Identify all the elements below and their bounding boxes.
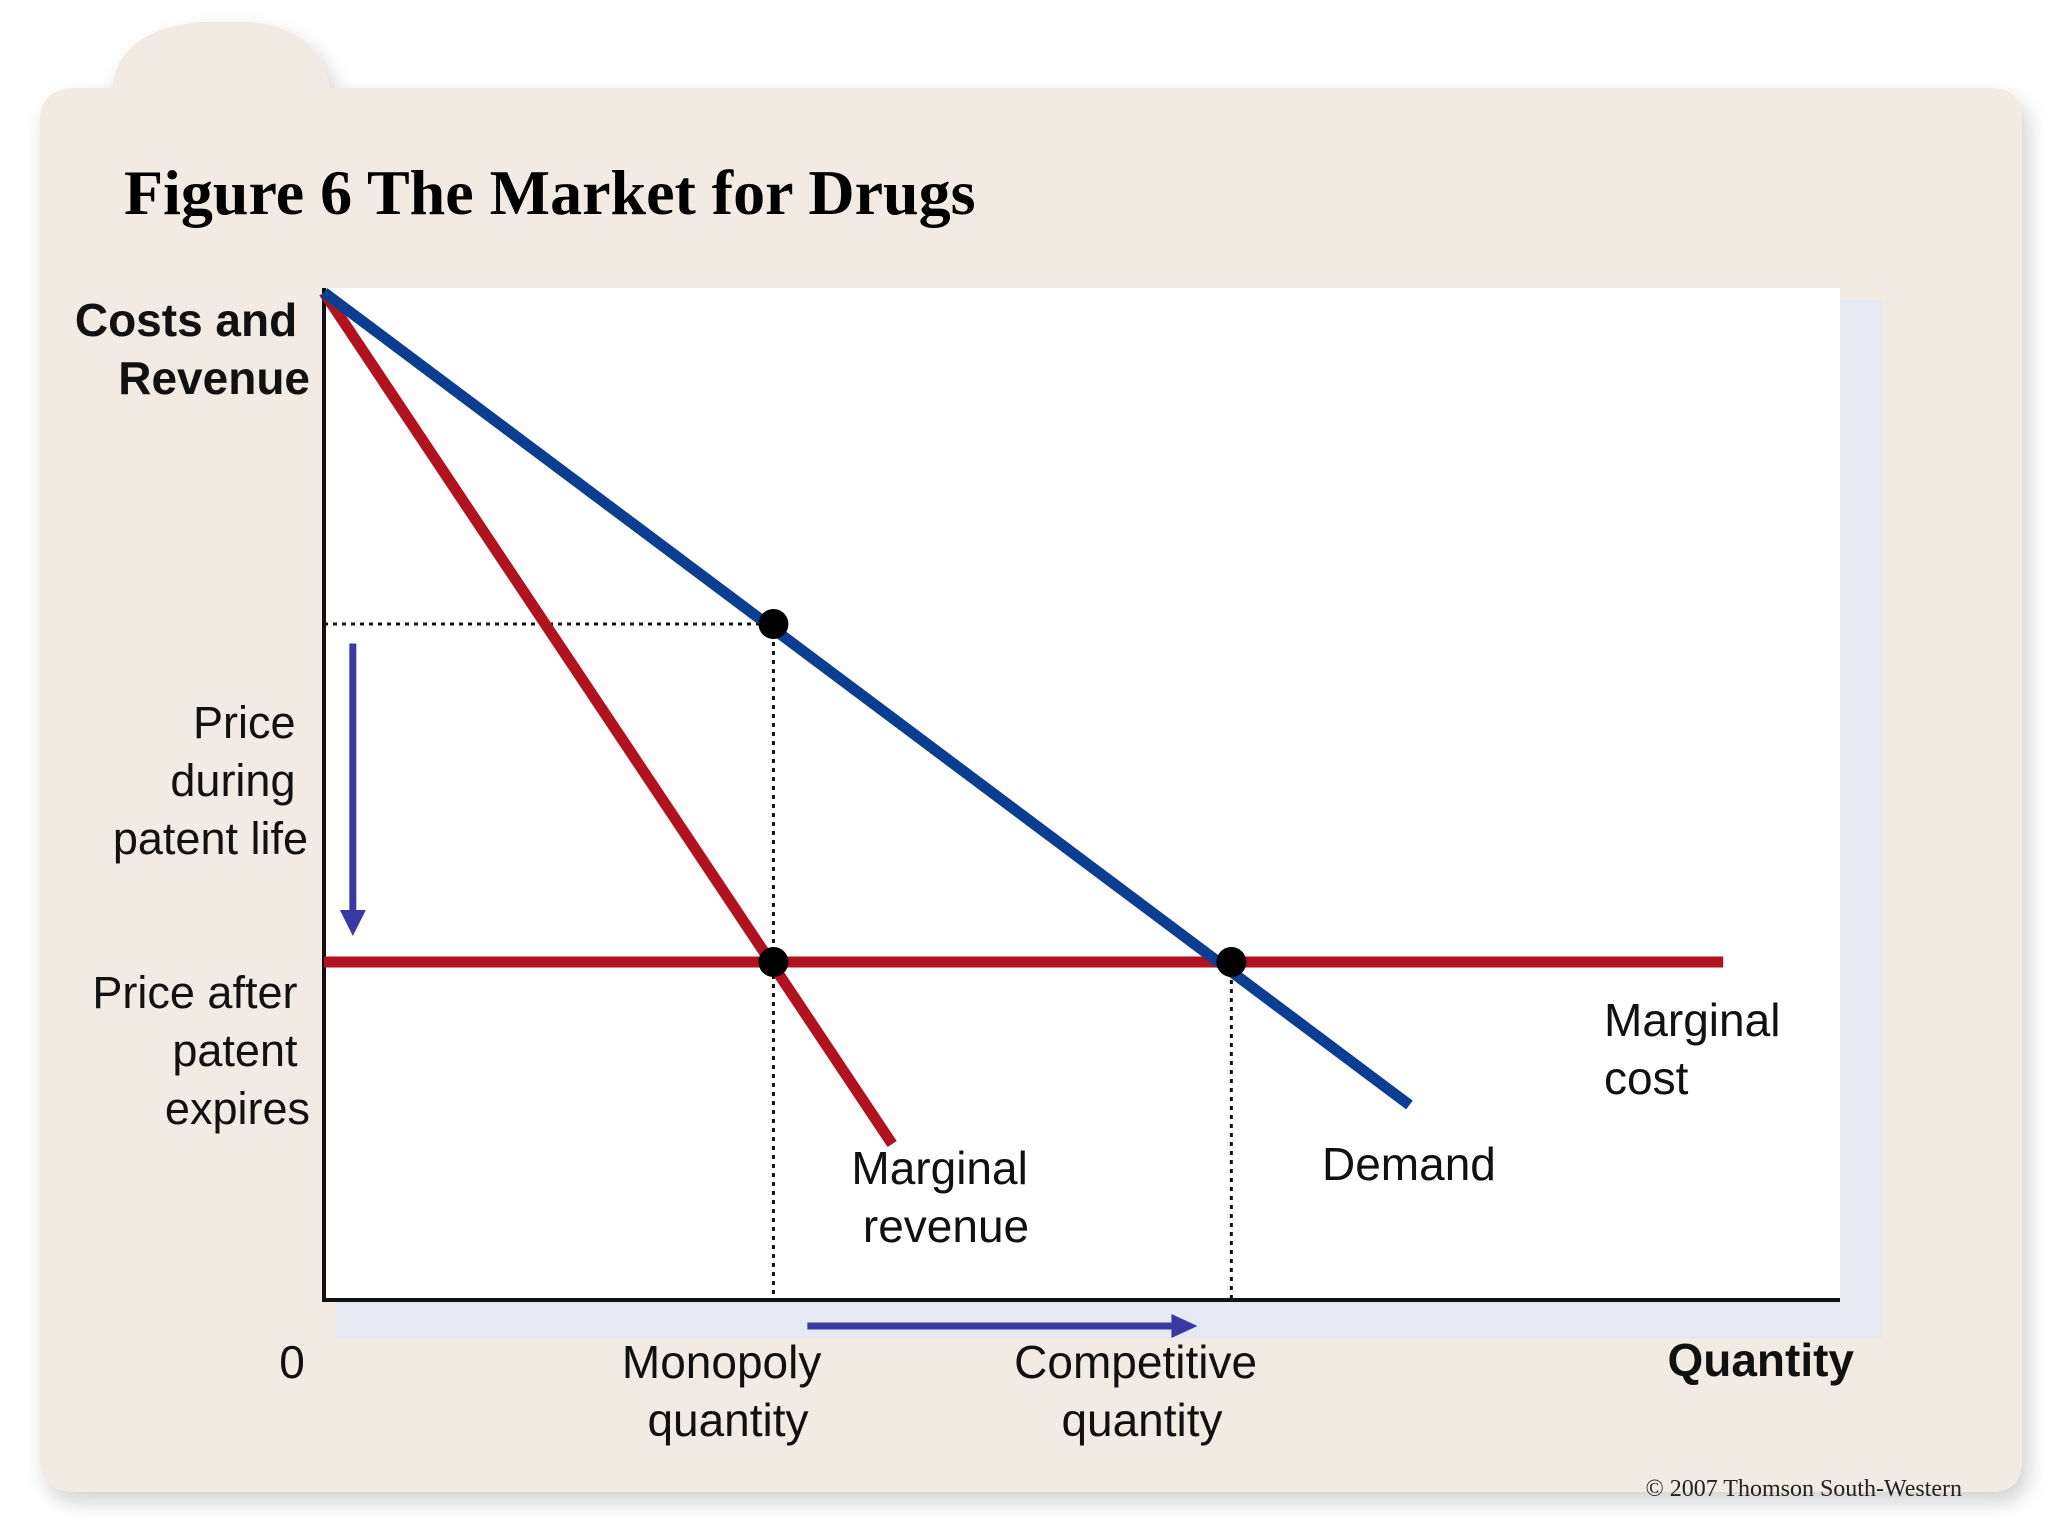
plot-background bbox=[324, 288, 1840, 1300]
figure-title: Figure 6 The Market for Drugs bbox=[124, 157, 975, 228]
competitive-mc-point bbox=[1216, 947, 1247, 977]
marginal-revenue-curve bbox=[319, 289, 897, 1148]
monopoly-quantity-label: Monopoly quantity bbox=[622, 1336, 834, 1446]
competitive-quantity-label: Competitive quantity bbox=[1014, 1336, 1270, 1446]
price-drop-arrow bbox=[339, 643, 366, 936]
quantity-rise-arrow bbox=[807, 1314, 1198, 1338]
x-axis-label: Quantity bbox=[1667, 1334, 1854, 1386]
price-after-patent-label: Price after patent expires bbox=[92, 967, 310, 1134]
monopoly-demand-point bbox=[758, 609, 789, 639]
copyright-notice: © 2007 Thomson South-Western bbox=[1645, 1476, 1962, 1502]
monopoly-mc-point bbox=[758, 947, 789, 977]
demand-label: Demand bbox=[1322, 1138, 1496, 1190]
origin-label: 0 bbox=[279, 1336, 305, 1388]
equilibrium-points bbox=[758, 609, 1247, 977]
dotted-guides bbox=[324, 622, 1233, 1300]
marginal-cost-label: Marginal cost bbox=[1604, 994, 1793, 1104]
marginal-revenue-label: Marginal revenue bbox=[851, 1142, 1040, 1252]
y-axis-label: Costs and Revenue bbox=[75, 294, 310, 404]
price-during-patent-label: Price during patent life bbox=[113, 697, 308, 864]
arrows bbox=[339, 643, 1198, 1338]
